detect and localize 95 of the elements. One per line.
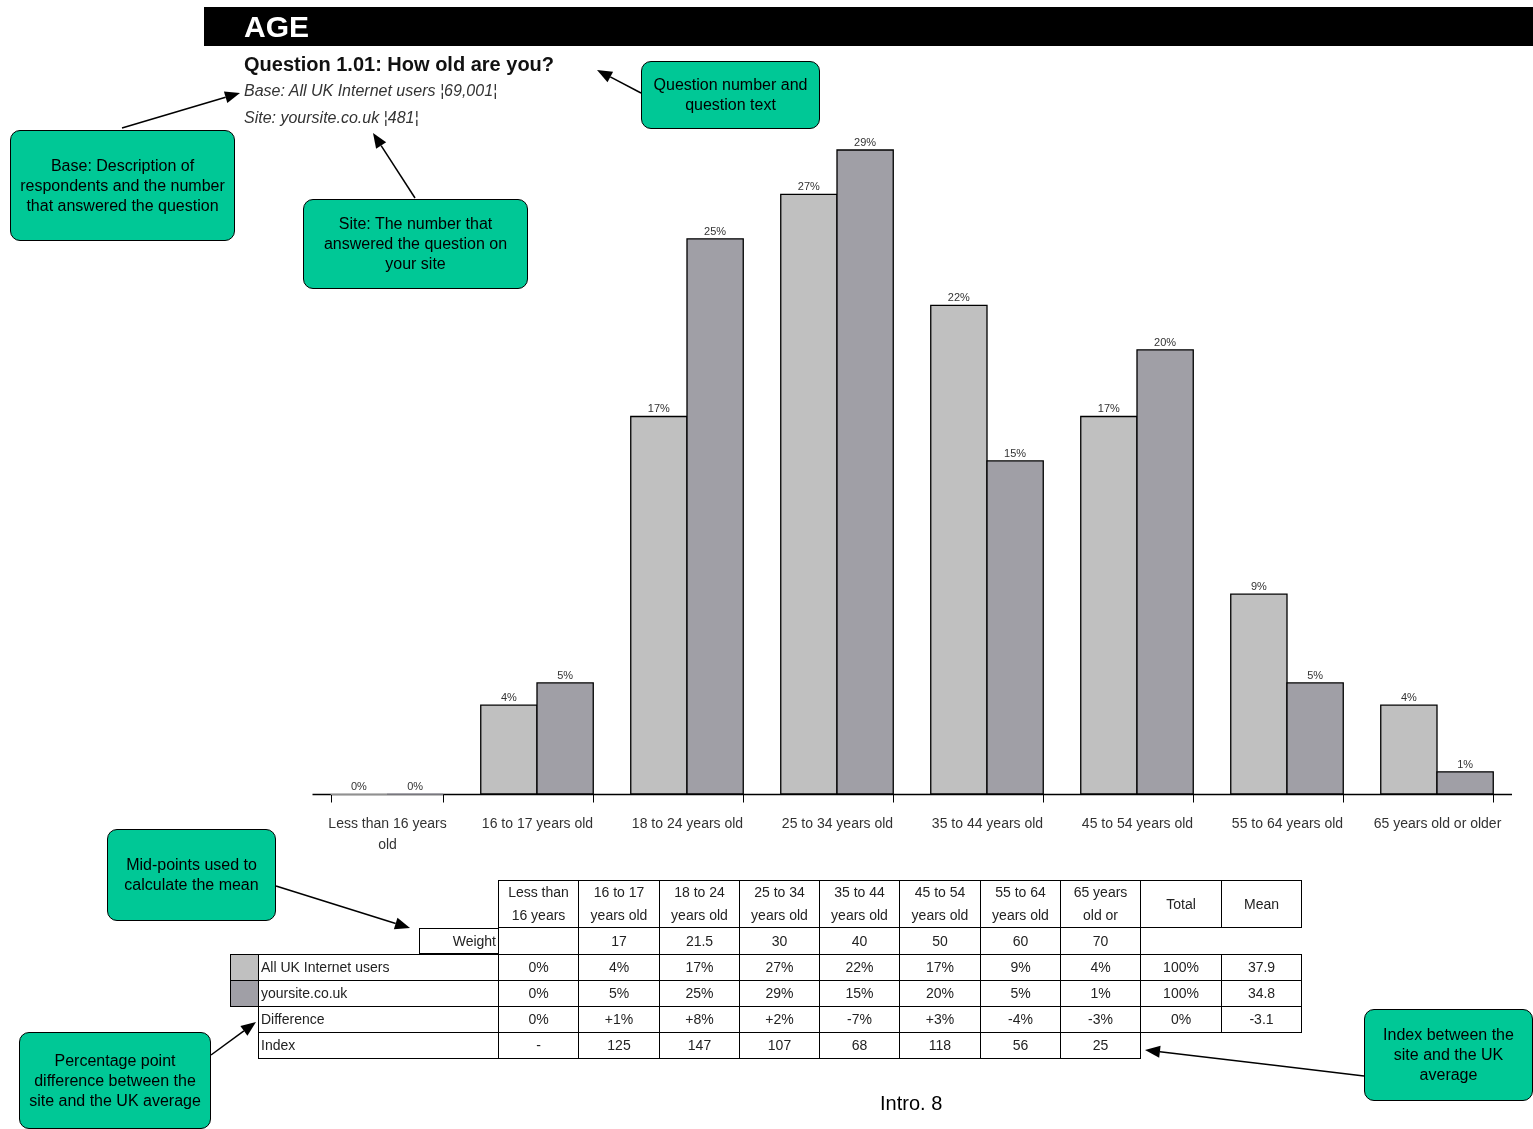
text: 60 xyxy=(980,927,1061,954)
text: 29% xyxy=(765,985,794,1001)
chart-title: AGE xyxy=(244,9,310,45)
text: -4% xyxy=(980,1006,1061,1032)
data-label: 1% xyxy=(1457,757,1474,770)
text: 35 to 44 years old xyxy=(819,880,900,928)
text: 107 xyxy=(739,1032,820,1058)
text: 68 xyxy=(819,1032,900,1058)
text: 18 to 24 years old xyxy=(659,880,740,928)
text: Base: Description of respondents and the number that answered the question xyxy=(10,130,235,241)
x-tick-label: 16 to 17 years old xyxy=(481,814,594,831)
text: Mid-points used to calculate the mean xyxy=(107,829,276,921)
data-label: 25% xyxy=(704,224,727,237)
text: 20% xyxy=(925,985,955,1001)
text: +2% xyxy=(739,1006,820,1032)
text: 25% xyxy=(685,985,714,1001)
x-tick-label: 18 to 24 years old xyxy=(631,814,744,831)
text: Index between the site and the UK average xyxy=(1364,1009,1533,1101)
text: Index xyxy=(258,1032,499,1058)
text: +8% xyxy=(659,1006,740,1032)
x-tick-label: 45 to 54 years old xyxy=(1081,814,1194,831)
text: 17 xyxy=(578,927,660,954)
data-label: 9% xyxy=(1250,580,1268,593)
x-tick-label: Less than 16 years old xyxy=(328,814,447,852)
text: 5% xyxy=(1010,985,1031,1001)
text: 34.8 xyxy=(1221,980,1302,1006)
text: +1% xyxy=(578,1006,660,1032)
text: 16 to 17 years old xyxy=(578,880,660,928)
text: 37.9 xyxy=(1221,954,1302,980)
text: 50 xyxy=(899,927,981,954)
legend-label: yoursite.co.uk xyxy=(258,980,499,1006)
text: 56 xyxy=(980,1032,1061,1058)
data-label: 5% xyxy=(557,668,574,681)
text: 0% xyxy=(498,1006,579,1032)
text: 4% xyxy=(1090,959,1111,975)
text: 22% xyxy=(845,959,874,975)
text: 40 xyxy=(819,927,900,954)
text: Mean xyxy=(1221,880,1302,928)
text: 27% xyxy=(765,959,794,975)
data-label: 4% xyxy=(500,691,518,704)
text: 147 xyxy=(659,1032,740,1058)
data-label: 0% xyxy=(407,780,424,792)
text: 15% xyxy=(845,985,874,1001)
data-label: 20% xyxy=(1154,335,1177,348)
text: 4% xyxy=(608,959,630,975)
text: Intro. 8 xyxy=(880,1092,943,1115)
text: Site: yoursite.co.uk ¦481¦ xyxy=(244,109,419,127)
text: 45 to 54 years old xyxy=(899,880,981,928)
text: 1% xyxy=(1090,985,1111,1001)
x-tick-label: 55 to 64 years old xyxy=(1231,814,1344,831)
text: Less than 16 years xyxy=(498,880,579,928)
x-tick-label: 35 to 44 years old xyxy=(931,814,1044,831)
chart-subtitle: Question 1.01: How old are you? xyxy=(244,53,555,76)
text: 25 to 34 years old xyxy=(739,880,820,928)
data-label: 5% xyxy=(1307,668,1324,681)
data-label: 17% xyxy=(647,402,671,415)
text: Difference xyxy=(258,1006,499,1032)
text: 125 xyxy=(578,1032,660,1058)
text: 100% xyxy=(1140,980,1222,1006)
text: -7% xyxy=(819,1006,900,1032)
text: 25 xyxy=(1060,1032,1141,1058)
x-tick-label: 65 years old or older xyxy=(1373,814,1502,831)
text: 5% xyxy=(608,985,630,1001)
text: Total xyxy=(1140,880,1222,928)
text: -3.1 xyxy=(1221,1006,1302,1032)
legend-label: All UK Internet users xyxy=(258,954,499,980)
text: 17% xyxy=(685,959,714,975)
text: - xyxy=(498,1032,579,1058)
text: 65 years old or xyxy=(1060,880,1141,928)
text: Question number and question text xyxy=(641,61,820,129)
x-tick-label: 25 to 34 years old xyxy=(781,814,894,831)
text: Weight xyxy=(418,927,498,954)
data-label: 29% xyxy=(854,136,877,148)
data-label: 27% xyxy=(797,180,821,193)
text: +3% xyxy=(899,1006,981,1032)
text: 70 xyxy=(1060,927,1141,954)
text: -3% xyxy=(1060,1006,1141,1032)
data-label: 17% xyxy=(1097,402,1121,415)
data-label: 0% xyxy=(350,780,368,792)
text: 0% xyxy=(528,959,549,975)
text: 30 xyxy=(739,927,820,954)
data-label: 22% xyxy=(947,291,971,304)
data-label: 4% xyxy=(1400,691,1418,704)
text: 118 xyxy=(899,1032,981,1058)
text: 9% xyxy=(1010,959,1031,975)
data-label: 15% xyxy=(1004,446,1027,459)
annotation: Site: The number that answered the question on your site xyxy=(303,199,528,289)
text: 100% xyxy=(1140,954,1222,980)
text: 17% xyxy=(925,959,955,975)
text: 55 to 64 years old xyxy=(980,880,1061,928)
text: 0% xyxy=(528,985,549,1001)
text: Percentage point difference between the site and the UK average xyxy=(19,1032,211,1129)
text: 0% xyxy=(1140,1006,1222,1032)
text: 21.5 xyxy=(659,927,740,954)
text: Base: All UK Internet users ¦69,001¦ xyxy=(244,82,498,100)
